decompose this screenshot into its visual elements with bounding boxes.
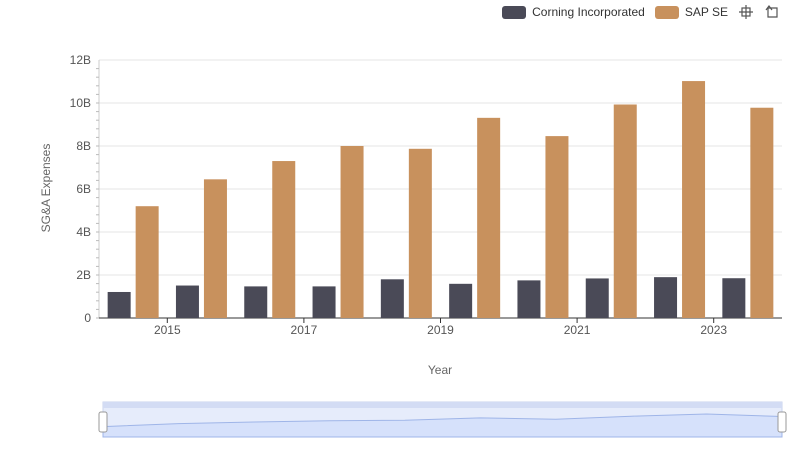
crosshair-icon[interactable] <box>738 4 754 20</box>
bar-sap-2023[interactable] <box>750 107 774 318</box>
bar-sap-2020[interactable] <box>545 136 569 318</box>
bar-corning-2018[interactable] <box>380 279 404 318</box>
x-axis: 2015 2017 2019 2021 2023 <box>99 317 782 337</box>
bar-corning-2015[interactable] <box>175 285 199 318</box>
reset-icon[interactable] <box>764 4 780 20</box>
y-tick-label: 10B <box>70 96 91 110</box>
slider-handle-right[interactable] <box>777 411 787 433</box>
y-axis: 0 2B 4B 6B 8B 10B 12B <box>70 53 100 325</box>
bar-corning-2019[interactable] <box>449 283 473 318</box>
x-tick-label: 2017 <box>291 323 318 337</box>
y-tick-label: 12B <box>70 53 91 67</box>
x-tick-label: 2015 <box>154 323 181 337</box>
bar-sap-2022[interactable] <box>682 81 706 318</box>
y-tick-label: 2B <box>76 268 91 282</box>
y-axis-title: SG&A Expenses <box>39 144 53 233</box>
x-tick-label: 2021 <box>564 323 591 337</box>
legend-label-corning: Corning Incorporated <box>532 5 645 19</box>
bar-sap-2021[interactable] <box>613 104 637 318</box>
bar-sap-2017[interactable] <box>340 146 364 318</box>
bar-corning-2016[interactable] <box>244 286 268 318</box>
bars <box>107 81 774 319</box>
bar-sap-2016[interactable] <box>272 161 296 318</box>
bar-corning-2022[interactable] <box>654 277 678 318</box>
legend-swatch-sap <box>654 5 679 19</box>
bar-corning-2020[interactable] <box>517 280 541 318</box>
bar-corning-2017[interactable] <box>312 286 336 318</box>
bar-corning-2023[interactable] <box>722 278 746 318</box>
x-tick-label: 2023 <box>700 323 727 337</box>
y-tick-label: 0 <box>84 311 91 325</box>
legend: Corning Incorporated SAP SE <box>502 4 780 20</box>
legend-item-sap[interactable]: SAP SE <box>654 5 728 19</box>
grid <box>99 59 782 319</box>
legend-swatch-corning <box>502 5 527 19</box>
range-slider[interactable] <box>98 401 787 438</box>
legend-item-corning[interactable]: Corning Incorporated <box>502 5 645 19</box>
bar-sap-2019[interactable] <box>477 117 501 319</box>
y-tick-label: 8B <box>76 139 91 153</box>
bar-sap-2015[interactable] <box>203 179 227 318</box>
bar-sap-2018[interactable] <box>408 148 432 318</box>
bar-corning-2014[interactable] <box>107 291 131 318</box>
y-tick-label: 6B <box>76 182 91 196</box>
x-tick-label: 2019 <box>427 323 454 337</box>
slider-overview-line <box>102 413 783 438</box>
legend-label-sap: SAP SE <box>684 5 728 19</box>
x-axis-title: Year <box>428 363 452 377</box>
bar-corning-2021[interactable] <box>585 278 609 318</box>
slider-handle-left[interactable] <box>98 411 108 433</box>
y-tick-label: 4B <box>76 225 91 239</box>
bar-sap-2014[interactable] <box>135 206 159 318</box>
